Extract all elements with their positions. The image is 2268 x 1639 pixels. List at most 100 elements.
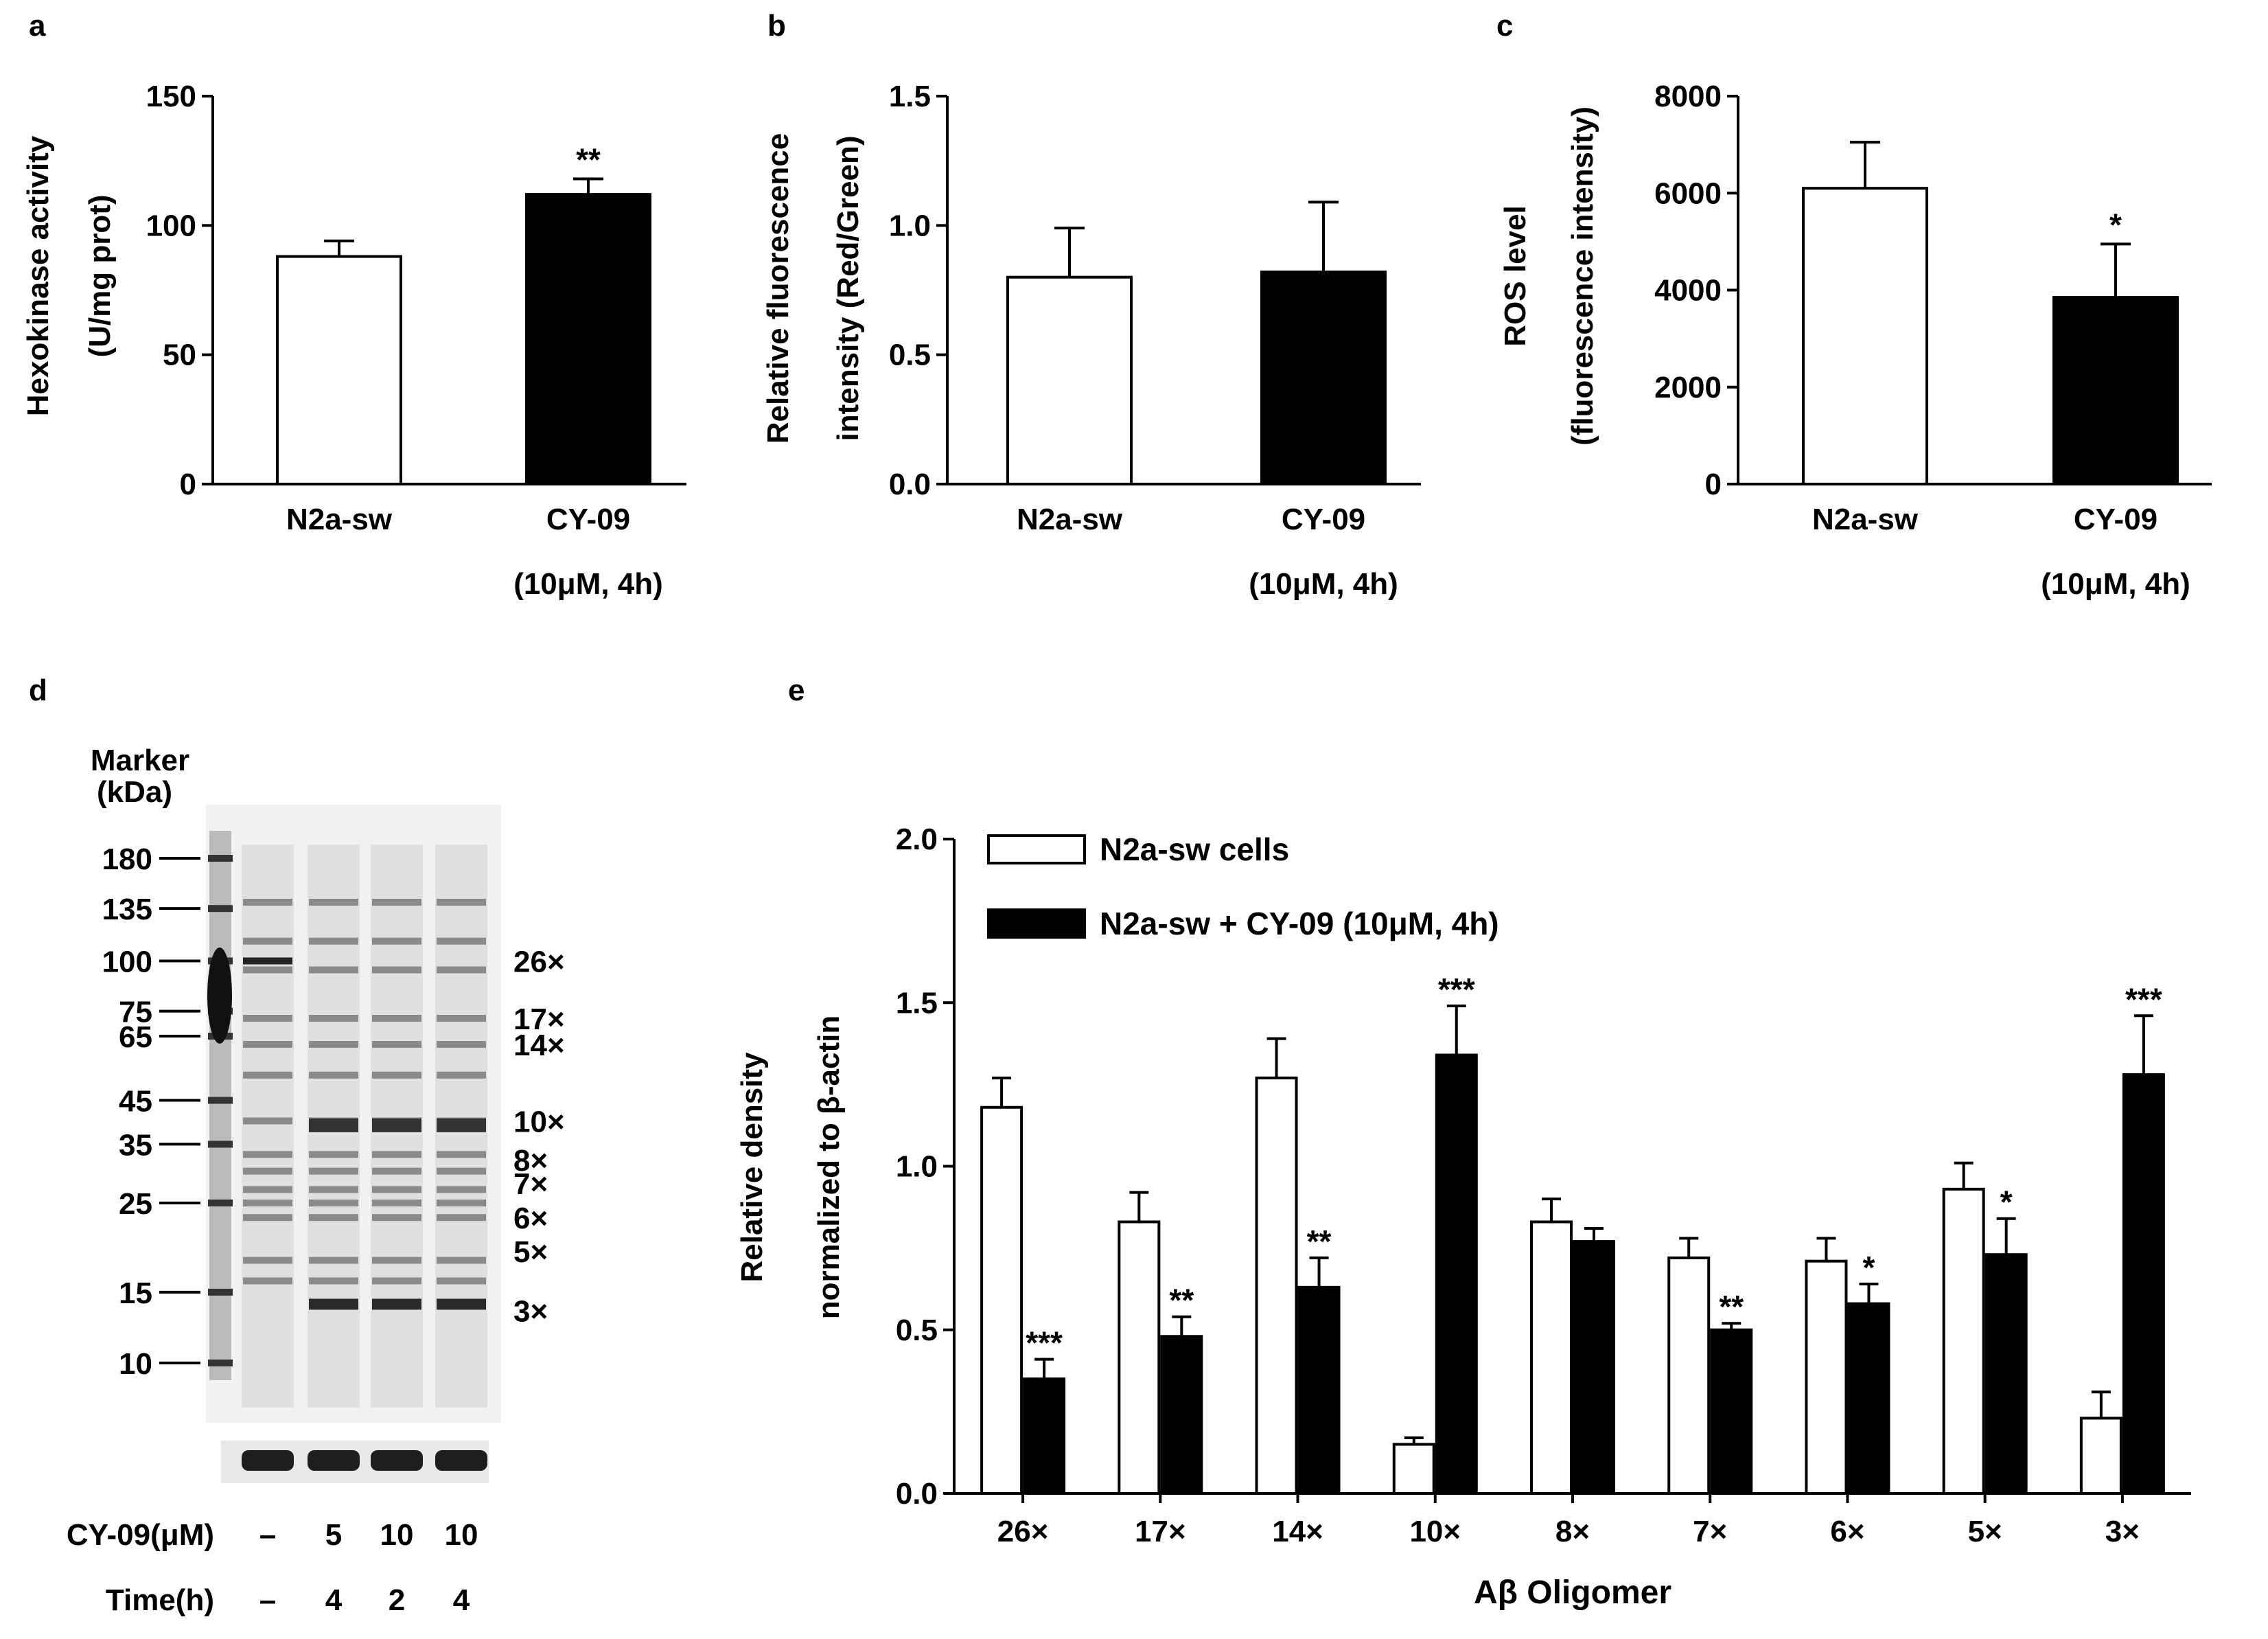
marker-label: 15 xyxy=(119,1276,152,1310)
marker-label: 45 xyxy=(119,1085,152,1119)
bar-n2a-sw xyxy=(276,255,402,485)
legend: N2a-sw cells N2a-sw + CY-09 (10μM, 4h) xyxy=(987,832,1499,941)
sample-band xyxy=(437,1186,486,1193)
x-tick-label: CY-09 xyxy=(546,503,630,536)
sample-band xyxy=(243,898,292,906)
condition-time: – xyxy=(259,1583,276,1617)
oligomer-label: 26× xyxy=(513,945,565,978)
sample-band-strong xyxy=(309,1298,358,1310)
y-tick-label: 8000 xyxy=(1654,80,1722,113)
sample-band xyxy=(309,1151,358,1158)
sample-band xyxy=(243,1167,292,1175)
blot-bands xyxy=(242,845,487,1471)
sample-band xyxy=(372,1015,421,1022)
legend-label: N2a-sw + CY-09 (10μM, 4h) xyxy=(1100,906,1499,941)
sample-band-strong xyxy=(372,1118,421,1132)
marker-lane-band xyxy=(208,1097,233,1104)
marker-lane-band xyxy=(208,1141,233,1148)
sample-band-strong xyxy=(372,1298,421,1310)
oligomer-label: 10× xyxy=(513,1105,565,1138)
sample-band xyxy=(437,966,486,974)
sample-band xyxy=(437,1151,486,1158)
sample-band xyxy=(437,937,486,945)
sample-band xyxy=(437,1199,486,1206)
panel-label-b: b xyxy=(767,9,786,43)
sample-band xyxy=(437,898,486,906)
bar-n2a-sw xyxy=(1006,275,1133,485)
sample-band xyxy=(309,1041,358,1048)
sample-band xyxy=(309,1015,358,1022)
bar-series-1 xyxy=(1255,1076,1298,1495)
y-tick-label: 2000 xyxy=(1654,371,1722,404)
chart-relative-fluorescence: 0.0 0.5 1.0 1.5 Relative fluorescence intensi… xyxy=(761,80,1421,601)
sample-band xyxy=(372,1199,421,1206)
blot-oligomer-labels: 26× 17×14× 10× 8×7×6×5× 3× xyxy=(513,945,565,1328)
sample-band xyxy=(372,966,421,974)
x-tick-label: 7× xyxy=(1693,1515,1727,1548)
y-tick-label: 0.5 xyxy=(896,1314,938,1347)
significance-mark: ** xyxy=(1169,1283,1194,1318)
x-axis-label: Aβ Oligomer xyxy=(1474,1574,1671,1611)
y-axis-label: intensity (Red/Green) xyxy=(831,136,865,442)
x-tick-label: N2a-sw xyxy=(1017,503,1123,536)
sample-band xyxy=(372,1186,421,1193)
legend-label: N2a-sw cells xyxy=(1100,832,1289,867)
oligomer-label: 7× xyxy=(513,1167,548,1201)
loading-control-band xyxy=(308,1450,360,1471)
sample-band xyxy=(309,898,358,906)
sample-band xyxy=(243,1015,292,1022)
significance-mark: * xyxy=(2000,1184,2013,1220)
sample-band xyxy=(437,1214,486,1222)
sample-lane xyxy=(242,845,294,1408)
marker-label: 100 xyxy=(102,945,152,978)
y-tick-label: 2.0 xyxy=(896,823,938,856)
sample-band xyxy=(372,937,421,945)
oligomer-label: 8× xyxy=(513,1144,548,1178)
x-tick-label: 14× xyxy=(1272,1515,1323,1548)
y-tick-label: 150 xyxy=(146,80,196,113)
sample-band xyxy=(437,1041,486,1048)
sample-band-strong xyxy=(309,1118,358,1132)
sample-band xyxy=(372,1167,421,1175)
sample-band xyxy=(437,1167,486,1175)
y-axis-label: (fluorescence intensity) xyxy=(1566,106,1599,446)
y-tick-label: 0.5 xyxy=(889,339,931,372)
sample-band xyxy=(243,966,292,974)
panel-label-e: e xyxy=(788,674,805,707)
sample-band xyxy=(243,1071,292,1079)
sample-band-strong xyxy=(243,957,292,965)
bar-series-1 xyxy=(1530,1220,1573,1495)
y-tick-label: 50 xyxy=(163,339,196,372)
oligomer-label: 14× xyxy=(513,1029,565,1062)
y-axis-label: Hexokinase activity xyxy=(21,135,55,416)
condition-dose: – xyxy=(259,1518,276,1552)
blot-marker-unit: (kDa) xyxy=(97,775,172,809)
x-tick-label: N2a-sw xyxy=(1812,503,1919,536)
chart-hexokinase: 0 50 100 150 Hexokinase activity (U/mg prot) N… xyxy=(21,80,686,601)
sample-band xyxy=(243,1041,292,1048)
sample-band-strong xyxy=(437,1118,486,1132)
blot-condition-table: CY-09(μM) Time(h) – – 5 4 10 2 10 4 xyxy=(67,1518,478,1617)
sample-band xyxy=(309,1257,358,1264)
significance-mark: ** xyxy=(576,142,601,178)
treatment-subtitle: (10μM, 4h) xyxy=(1249,567,1398,601)
bar-series-2 xyxy=(1984,1253,2028,1495)
loading-control-band xyxy=(242,1450,294,1471)
significance-mark: ** xyxy=(1719,1289,1744,1325)
x-tick-label: 17× xyxy=(1135,1515,1186,1548)
sample-band xyxy=(243,1186,292,1193)
sample-band xyxy=(437,1071,486,1079)
significance-mark: *** xyxy=(1438,972,1475,1007)
sample-band xyxy=(372,1151,421,1158)
blot-marker-lane xyxy=(207,831,233,1380)
marker-lane-smear xyxy=(209,831,231,1380)
oligomer-label: 5× xyxy=(513,1235,548,1269)
y-tick-label: 0 xyxy=(180,468,196,501)
marker-lane-band xyxy=(208,855,233,862)
significance-mark: * xyxy=(2109,207,2122,242)
sample-band xyxy=(243,1257,292,1264)
bar-series-1 xyxy=(1392,1443,1435,1495)
